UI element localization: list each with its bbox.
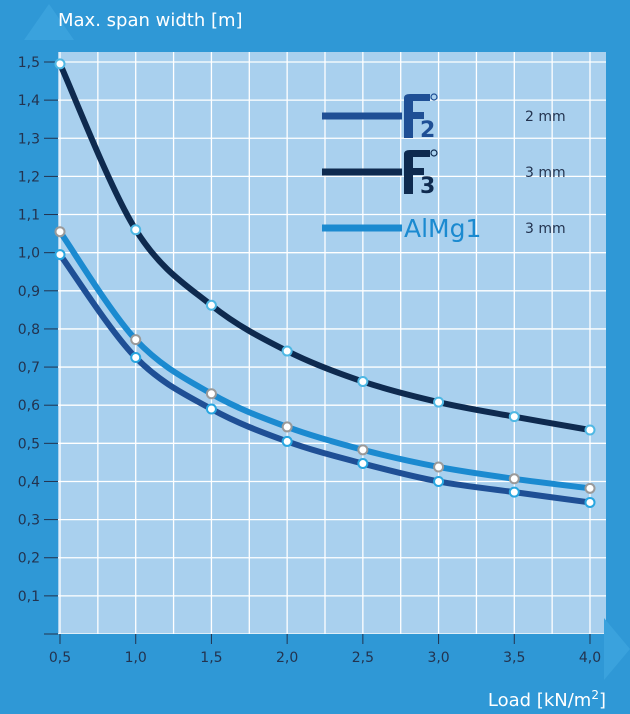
- y-tick-label: 1,2: [18, 169, 40, 185]
- data-point-f2: [281, 435, 293, 447]
- data-point-f3: [433, 396, 445, 408]
- x-tick-label: 0,5: [49, 650, 71, 666]
- y-tick-label: 0,7: [18, 360, 40, 376]
- f3-logo-icon: 3: [404, 149, 438, 199]
- y-axis-bar: [40, 30, 58, 634]
- data-point-f2: [357, 458, 369, 470]
- x-tick-label: 1,5: [200, 650, 222, 666]
- legend-thickness-f3: 3 mm: [525, 165, 566, 181]
- data-point-almg1: [508, 473, 520, 485]
- y-tick-label: 0,9: [18, 284, 40, 300]
- series-line-f3: [57, 60, 593, 433]
- data-point-f2: [433, 475, 445, 487]
- y-tick-label: 0,4: [18, 474, 40, 490]
- data-point-f2: [584, 496, 596, 508]
- y-tick-label: 1,5: [18, 55, 40, 71]
- data-point-f3: [357, 376, 369, 388]
- data-point-f3: [130, 224, 142, 236]
- data-point-almg1: [281, 421, 293, 433]
- y-tick-label: 1,3: [18, 131, 40, 147]
- legend-thickness-almg1: 3 mm: [525, 221, 566, 237]
- x-tick-label: 2,0: [276, 650, 298, 666]
- x-axis-arrow-icon: [604, 618, 630, 680]
- data-point-almg1: [584, 482, 596, 494]
- x-tick-label: 1,0: [125, 650, 147, 666]
- legend-name-almg1: AlMg1: [404, 214, 481, 243]
- data-point-almg1: [54, 226, 66, 238]
- y-tick-label: 0,6: [18, 398, 40, 414]
- svg-text:2: 2: [420, 118, 435, 143]
- data-point-f2: [130, 352, 142, 364]
- y-axis-arrow-icon: [24, 4, 74, 40]
- data-point-almg1: [130, 334, 142, 346]
- data-point-almg1: [205, 388, 217, 400]
- data-point-almg1: [357, 444, 369, 456]
- x-tick-label: 3,5: [503, 650, 525, 666]
- data-point-f2: [205, 403, 217, 415]
- data-point-f3: [54, 58, 66, 70]
- data-point-almg1: [433, 461, 445, 473]
- y-tick-label: 0,5: [18, 436, 40, 452]
- y-tick-label: 1,0: [18, 246, 40, 262]
- y-axis-title: Max. span width [m]: [58, 10, 243, 31]
- x-tick-label: 4,0: [579, 650, 601, 666]
- y-tick-label: 0,2: [18, 551, 40, 567]
- x-tick-label: 3,0: [427, 650, 449, 666]
- y-tick-label: 1,1: [18, 208, 40, 224]
- x-tick-label: 2,5: [352, 650, 374, 666]
- data-point-f3: [281, 345, 293, 357]
- x-axis-title: Load [kN/m2]: [488, 688, 606, 711]
- y-tick-label: 1,4: [18, 93, 40, 109]
- f2-logo-icon: 2: [404, 93, 438, 143]
- data-point-f3: [584, 424, 596, 436]
- legend-thickness-f2: 2 mm: [525, 109, 566, 125]
- y-tick-label: 0,3: [18, 513, 40, 529]
- data-point-f2: [508, 486, 520, 498]
- svg-text:3: 3: [420, 174, 435, 199]
- y-tick-label: 0,8: [18, 322, 40, 338]
- data-point-f2: [54, 249, 66, 261]
- data-point-f3: [508, 411, 520, 423]
- data-point-f3: [205, 299, 217, 311]
- x-axis-bar: [40, 634, 606, 664]
- y-tick-label: 0,1: [18, 589, 40, 605]
